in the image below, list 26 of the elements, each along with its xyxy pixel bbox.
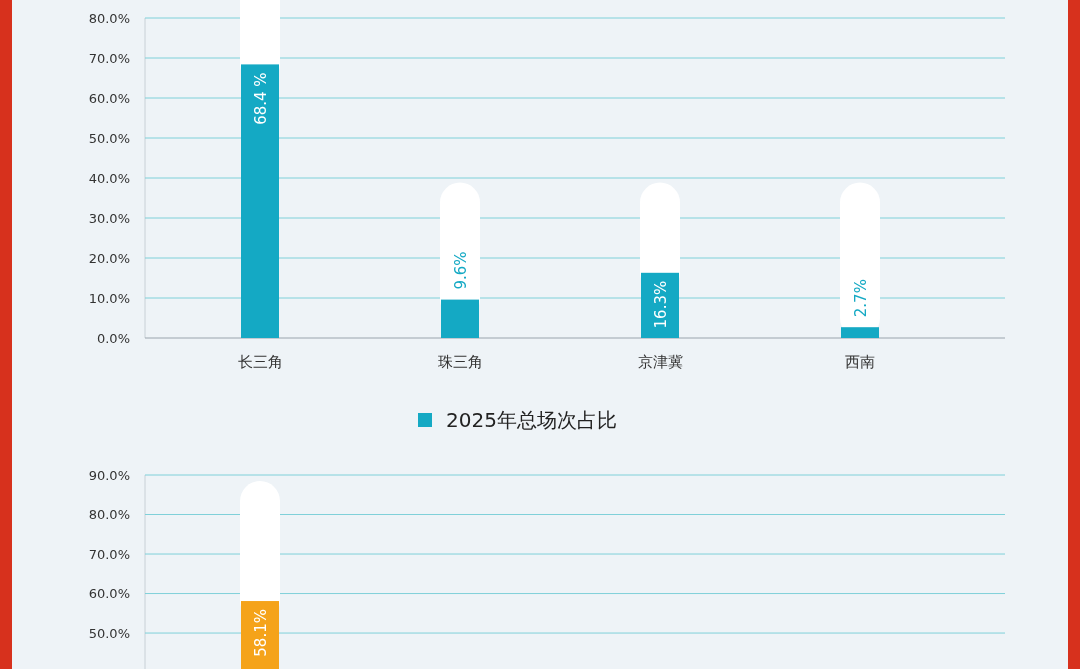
y-tick-label: 80.0% — [88, 507, 130, 523]
y-tick-label: 80.0% — [88, 10, 130, 26]
data-label: 68.4 % — [251, 72, 270, 125]
y-tick-label: 50.0% — [88, 625, 130, 641]
y-tick-label: 90.0% — [88, 467, 130, 483]
x-tick-label: 西南 — [845, 353, 875, 371]
data-label: 58.1% — [251, 609, 270, 657]
y-tick-label: 30.0% — [88, 210, 130, 226]
data-label: 16.3% — [651, 280, 670, 329]
y-tick-label: 0.0% — [96, 330, 130, 346]
bar — [841, 327, 879, 338]
x-tick-label: 珠三角 — [437, 353, 483, 371]
x-tick-label: 长三角 — [237, 353, 283, 371]
y-tick-label: 50.0% — [88, 130, 130, 146]
legend-label: 2025年总场次占比 — [446, 408, 617, 432]
y-tick-label: 60.0% — [88, 90, 130, 106]
y-tick-label: 20.0% — [88, 250, 130, 266]
bar — [441, 299, 479, 338]
y-tick-label: 40.0% — [88, 170, 130, 186]
data-label: 9.6% — [451, 251, 470, 290]
data-label: 2.7% — [851, 279, 870, 318]
y-tick-label: 70.0% — [88, 546, 130, 562]
y-tick-label: 70.0% — [88, 50, 130, 66]
x-tick-label: 京津冀 — [637, 353, 683, 371]
y-tick-label: 60.0% — [88, 586, 130, 602]
y-tick-label: 10.0% — [88, 290, 130, 306]
